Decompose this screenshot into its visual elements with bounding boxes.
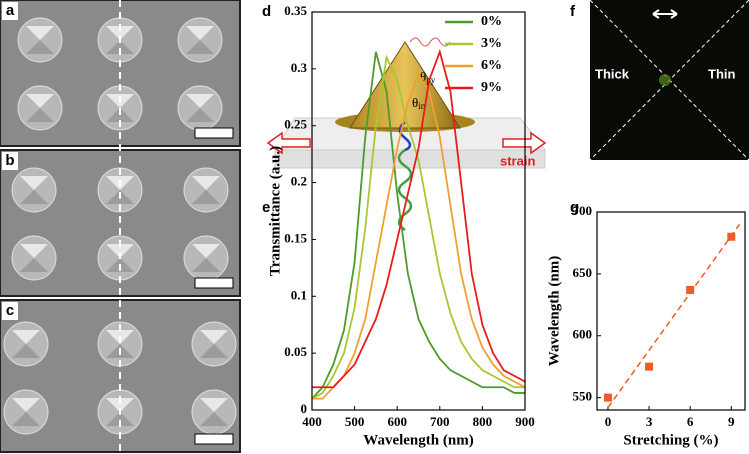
micrographs (0, 0, 241, 453)
point (727, 232, 736, 241)
y-tick-label: 0 (301, 401, 308, 416)
label-box (2, 2, 18, 20)
y-tick-label: 0.2 (291, 174, 307, 189)
facet (192, 244, 220, 258)
facet (106, 398, 134, 412)
point (603, 393, 612, 402)
y-tick-label: 0.15 (284, 230, 307, 245)
facet (192, 176, 220, 190)
facet (26, 94, 54, 108)
schematic: θpy θin strain (266, 37, 547, 232)
facet (106, 26, 134, 40)
x-axis-label: Stretching (%) (623, 432, 718, 448)
x-tick-label: 600 (387, 414, 407, 429)
facet (192, 258, 220, 272)
panel-label: b (5, 152, 14, 169)
y-tick-label: 0.25 (284, 117, 307, 132)
y-tick-label: 550 (573, 389, 593, 404)
y-tick-label: 0.05 (284, 344, 307, 359)
scale-bar (194, 433, 234, 445)
y-tick-label: 700 (573, 203, 593, 218)
spot (659, 74, 671, 86)
x-tick-label: 9 (728, 414, 735, 429)
facet (186, 108, 214, 122)
y-tick-label: 0.1 (291, 287, 307, 302)
facet (200, 412, 228, 426)
y-axis-label: Wavelength (nm) (546, 256, 562, 366)
x-axis-label: Wavelength (nm) (363, 432, 473, 448)
facet (26, 108, 54, 122)
legend-label: 3% (481, 36, 502, 51)
plot-frame (311, 11, 526, 411)
facet (186, 26, 214, 40)
facet (186, 94, 214, 108)
facet (12, 412, 40, 426)
panel-label: c (6, 302, 14, 319)
facet (20, 176, 48, 190)
series-line (311, 51, 525, 400)
legend-label: 6% (481, 58, 502, 73)
facet (106, 40, 134, 54)
wave (398, 121, 412, 152)
scale-bar (194, 277, 234, 289)
series-line (311, 54, 525, 400)
scale-bar (194, 127, 234, 139)
facet (20, 190, 48, 204)
theta-py: θpy (420, 69, 436, 85)
substrate-edge (274, 149, 546, 169)
panel-label: e (262, 199, 270, 216)
fit-line (607, 223, 741, 408)
series-line (312, 72, 526, 400)
legend-label: 0% (481, 14, 502, 29)
x-tick-label: 0 (605, 414, 612, 429)
x-tick-label: 900 (515, 414, 535, 429)
strain-label: strain (500, 153, 535, 168)
facet (12, 398, 40, 412)
facet (106, 244, 134, 258)
facet (200, 344, 228, 358)
facet (20, 258, 48, 272)
panel-label: g (570, 199, 579, 216)
facet (26, 40, 54, 54)
y-axis-label: Transmittance (a.u.) (267, 146, 283, 276)
label-box (2, 302, 18, 320)
legend-label: 9% (481, 80, 502, 95)
arrow (266, 131, 311, 155)
theta-in: θin (412, 95, 426, 111)
panel-label: a (6, 2, 15, 19)
y-tick-label: 600 (573, 327, 593, 342)
y-tick-label: 0.35 (284, 3, 307, 18)
panel-label: d (262, 3, 271, 20)
facet (12, 330, 40, 344)
point (645, 362, 654, 371)
facet (106, 412, 134, 426)
plot-frame (596, 211, 746, 411)
x-tick-label: 800 (473, 414, 493, 429)
point (686, 285, 695, 294)
label-box (2, 152, 18, 170)
facet (26, 26, 54, 40)
y-tick-label: 0.3 (291, 60, 308, 75)
series-line (312, 48, 526, 389)
x-tick-label: 700 (430, 414, 450, 429)
facet (192, 190, 220, 204)
x-tick-label: 400 (302, 414, 322, 429)
wave (409, 37, 451, 47)
facet (12, 344, 40, 358)
thick-label: Thick (595, 66, 630, 81)
panel-label: f (570, 3, 576, 20)
polarization-arrow (652, 9, 678, 19)
facet (20, 244, 48, 258)
facet (200, 398, 228, 412)
image-f: Thick Thin (589, 0, 749, 161)
x-tick-label: 3 (646, 414, 653, 429)
arrow (502, 131, 547, 155)
x-tick-label: 6 (687, 414, 694, 429)
facet (186, 40, 214, 54)
facet (200, 330, 228, 344)
y-tick-label: 650 (573, 265, 593, 280)
thin-label: Thin (708, 66, 735, 81)
x-tick-label: 500 (345, 414, 365, 429)
